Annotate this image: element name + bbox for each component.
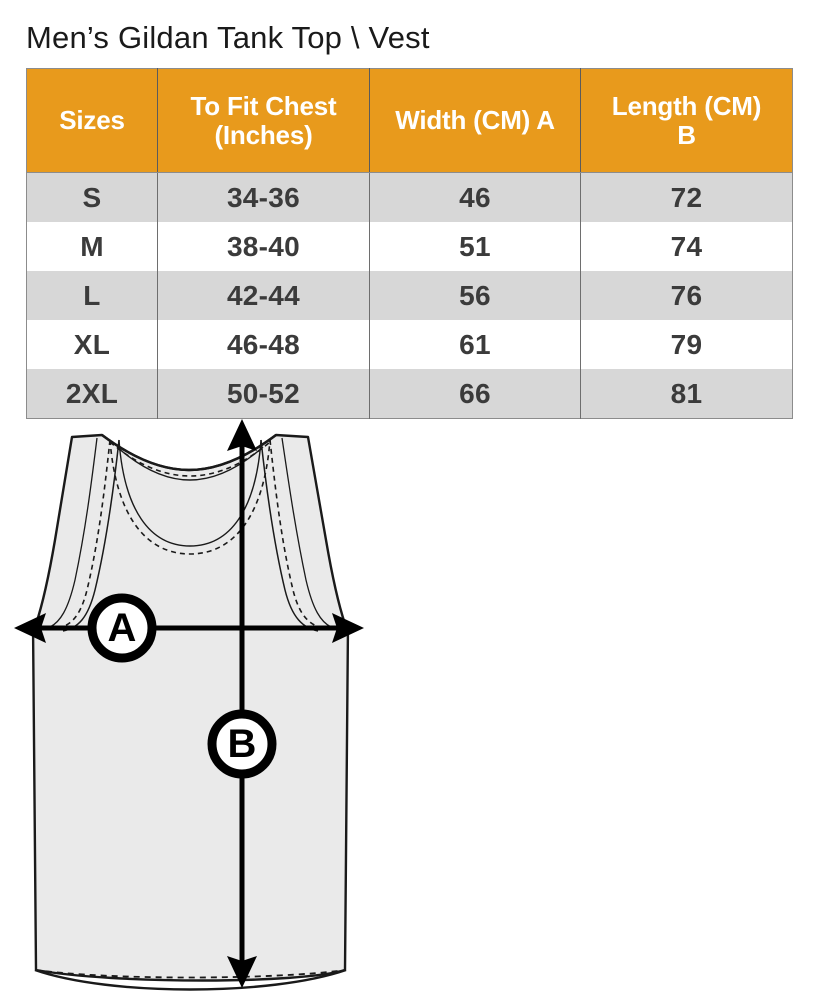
tank-top-diagram: A B: [0, 418, 580, 1007]
measure-b-arrowhead-top: [227, 419, 257, 451]
size-table-container: Sizes To Fit Chest (Inches) Width (CM) A…: [26, 68, 793, 419]
table-row: M 38-40 51 74: [26, 222, 793, 271]
col-header-width: Width (CM) A: [369, 68, 581, 173]
tank-top-illustration: [31, 433, 350, 991]
cell-chest: 50-52: [157, 369, 370, 419]
marker-a-label: A: [108, 606, 137, 650]
garment-body-shape: [31, 433, 350, 982]
cell-length: 72: [580, 172, 793, 222]
size-table-body: S 34-36 46 72 M 38-40 51 74 L 42-44 56 7…: [26, 172, 793, 419]
measure-b-arrowhead-bottom: [227, 956, 257, 988]
left-shoulder-seam: [49, 437, 98, 628]
hem-bottom-edge: [34, 968, 347, 991]
size-table-header: Sizes To Fit Chest (Inches) Width (CM) A…: [26, 68, 793, 173]
col-header-chest-line2: (Inches): [214, 119, 313, 150]
cell-width: 66: [369, 369, 581, 419]
table-row: 2XL 50-52 66 81: [26, 369, 793, 419]
hem-stitch-line: [34, 969, 347, 979]
header-row: Sizes To Fit Chest (Inches) Width (CM) A…: [26, 68, 793, 173]
cell-size: XL: [26, 320, 158, 369]
neckline-inner-scoop-stitch: [109, 439, 271, 555]
cell-size: 2XL: [26, 369, 158, 419]
measure-a-arrowhead-left: [14, 613, 46, 643]
cell-chest: 34-36: [157, 172, 370, 222]
measure-a-arrowhead-right: [332, 613, 364, 643]
marker-badge-a: A: [87, 593, 157, 663]
cell-length: 81: [580, 369, 793, 419]
neckline-outer-curve: [101, 434, 277, 472]
table-row: S 34-36 46 72: [26, 172, 793, 222]
left-armhole-binding-edge: [62, 439, 120, 632]
measurement-arrow-b: [227, 419, 257, 988]
cell-width: 61: [369, 320, 581, 369]
cell-length: 79: [580, 320, 793, 369]
col-header-length: Length (CM) B: [580, 68, 793, 173]
col-header-length-line1: Length (CM): [611, 91, 762, 122]
col-header-length-line2: B: [677, 119, 696, 150]
table-row: XL 46-48 61 79: [26, 320, 793, 369]
cell-size: L: [26, 271, 158, 320]
cell-width: 51: [369, 222, 581, 271]
marker-a-circle: [87, 593, 157, 663]
cell-size: S: [26, 172, 158, 222]
cell-chest: 38-40: [157, 222, 370, 271]
marker-b-circle: [207, 709, 277, 779]
col-header-sizes-label: Sizes: [59, 105, 125, 136]
size-table: Sizes To Fit Chest (Inches) Width (CM) A…: [26, 68, 793, 419]
col-header-sizes: Sizes: [26, 68, 158, 173]
col-header-chest-line1: To Fit Chest: [190, 91, 337, 122]
marker-badge-b: B: [207, 709, 277, 779]
page-title: Men’s Gildan Tank Top \ Vest: [26, 20, 430, 55]
table-row: L 42-44 56 76: [26, 271, 793, 320]
cell-length: 76: [580, 271, 793, 320]
right-shoulder-seam: [281, 437, 332, 628]
cell-chest: 46-48: [157, 320, 370, 369]
marker-b-label: B: [228, 722, 257, 766]
cell-width: 46: [369, 172, 581, 222]
col-header-width-label: Width (CM) A: [395, 105, 555, 136]
cell-chest: 42-44: [157, 271, 370, 320]
neckline-inner-scoop: [118, 439, 262, 547]
cell-width: 56: [369, 271, 581, 320]
cell-length: 74: [580, 222, 793, 271]
col-header-chest: To Fit Chest (Inches): [157, 68, 370, 173]
cell-size: M: [26, 222, 158, 271]
neckline-collar-stitch: [109, 441, 271, 477]
